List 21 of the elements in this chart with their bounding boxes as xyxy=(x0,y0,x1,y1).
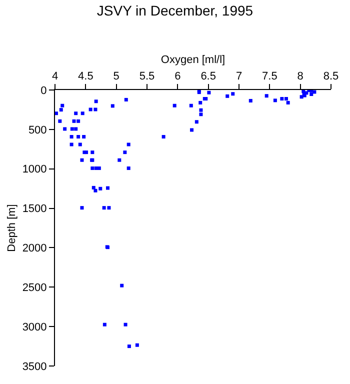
x-tick-label: 6.5 xyxy=(200,70,216,83)
x-tick-label: 5.5 xyxy=(139,70,155,83)
y-tick-label: 0 xyxy=(40,84,47,97)
y-tick-label: 1000 xyxy=(22,164,47,176)
y-tick-label: 2000 xyxy=(22,242,47,255)
x-tick-label: 5 xyxy=(113,70,120,83)
x-axis-title: Oxygen [ml/l] xyxy=(160,54,226,66)
x-tick-label: 4.5 xyxy=(78,70,94,83)
x-tick-label: 4 xyxy=(52,70,58,83)
chart-title: JSVY in December, 1995 xyxy=(96,2,254,19)
y-tick-label: 500 xyxy=(28,124,47,136)
x-tick-label: 8.5 xyxy=(323,70,339,83)
x-tick-label: 8 xyxy=(297,70,304,83)
y-tick-label: 1500 xyxy=(22,203,47,216)
x-tick-label: 6 xyxy=(174,70,181,83)
x-tick-label: 7.5 xyxy=(262,70,278,83)
y-axis-title: Depth [m] xyxy=(6,204,18,252)
y-tick-label: 2500 xyxy=(22,282,47,294)
y-tick-label: 3000 xyxy=(22,321,47,334)
x-tick-label: 7 xyxy=(236,70,242,83)
y-tick-label: 3500 xyxy=(22,360,47,373)
